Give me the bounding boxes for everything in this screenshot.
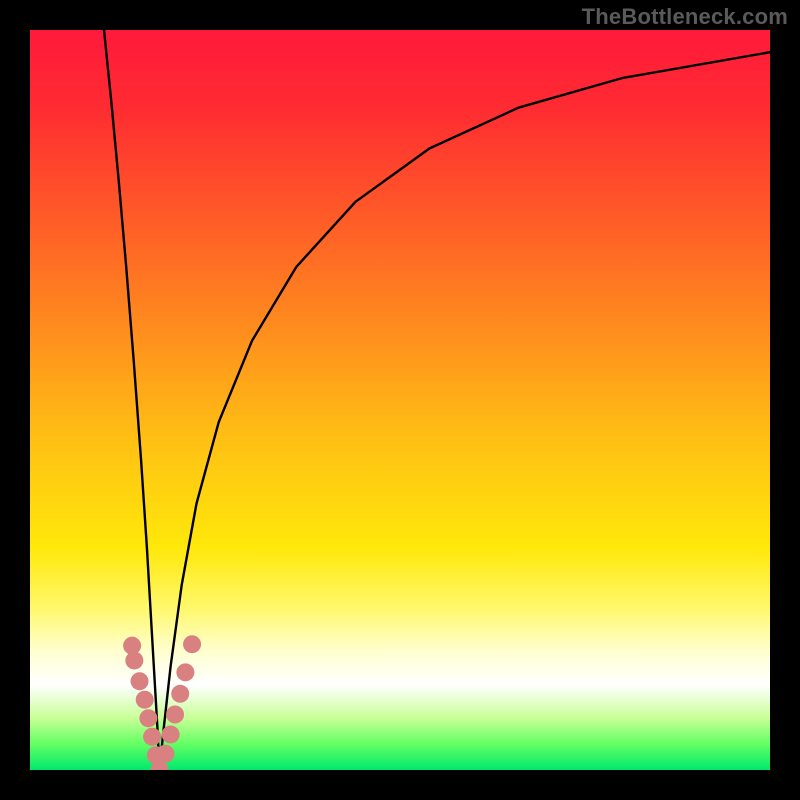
marker-dot	[166, 706, 184, 724]
marker-dot	[183, 635, 201, 653]
marker-dot	[139, 709, 157, 727]
chart-frame: TheBottleneck.com	[0, 0, 800, 800]
marker-dot	[162, 725, 180, 743]
marker-dot	[131, 672, 149, 690]
marker-dot	[171, 685, 189, 703]
marker-dot	[136, 691, 154, 709]
watermark-text: TheBottleneck.com	[582, 4, 788, 30]
bottleneck-chart	[0, 0, 800, 800]
marker-dot	[156, 745, 174, 763]
marker-dot	[176, 663, 194, 681]
marker-dot	[143, 728, 161, 746]
marker-dot	[125, 651, 143, 669]
